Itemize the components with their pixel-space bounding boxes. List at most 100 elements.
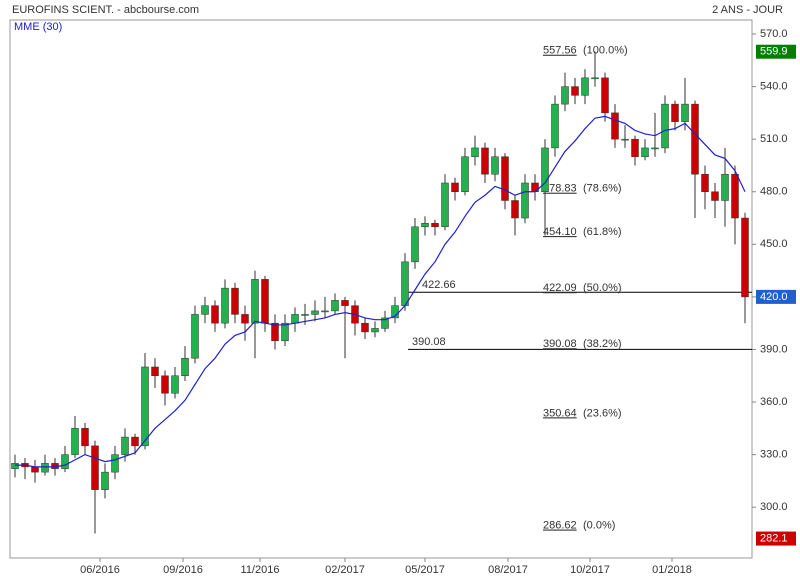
fib-percent: (100.0%) — [583, 45, 628, 57]
candle-body — [561, 86, 569, 105]
y-tick-label: 540.0 — [760, 80, 788, 92]
candle-body — [541, 147, 549, 192]
candle-body — [211, 305, 219, 324]
candle-body — [691, 103, 699, 175]
candle-body — [341, 300, 349, 306]
candle-body — [161, 375, 169, 394]
y-tick-label: 360.0 — [760, 396, 788, 408]
candle-body — [381, 317, 389, 329]
candle-body — [281, 322, 289, 341]
candle-body — [131, 436, 139, 447]
candle-body — [591, 77, 599, 80]
candle-body — [611, 112, 619, 140]
candle-body — [331, 300, 339, 312]
x-tick-label: 05/2017 — [405, 564, 445, 576]
candle-body — [81, 428, 89, 447]
candle-body — [421, 223, 429, 228]
fib-value: 390.08 — [543, 338, 577, 350]
candle-body — [271, 322, 279, 341]
candle-body — [111, 454, 119, 473]
candle-body — [321, 310, 329, 313]
fib-value: 350.64 — [543, 407, 577, 419]
x-tick-label: 06/2016 — [80, 564, 120, 576]
candle-body — [221, 287, 229, 324]
candle-body — [531, 182, 539, 192]
fib-value: 557.56 — [543, 45, 577, 57]
candle-body — [451, 182, 459, 192]
candle-body — [41, 463, 49, 473]
y-tick-label: 390.0 — [760, 343, 788, 355]
fib-percent: (50.0%) — [583, 282, 622, 294]
candle-body — [181, 357, 189, 376]
candle-body — [681, 103, 689, 122]
candle-body — [121, 436, 129, 455]
candle-body — [141, 366, 149, 447]
candle-body — [411, 226, 419, 263]
price-tag-label: 282.1 — [760, 532, 788, 544]
fib-value: 478.83 — [543, 183, 577, 195]
candle-body — [151, 366, 159, 376]
candle-body — [701, 173, 709, 192]
x-tick-label: 08/2017 — [488, 564, 528, 576]
support-label: 390.08 — [412, 336, 446, 348]
fib-value: 454.10 — [543, 226, 577, 238]
x-tick-label: 09/2016 — [163, 564, 203, 576]
candle-body — [621, 138, 629, 141]
candle-body — [471, 147, 479, 157]
candle-body — [201, 305, 209, 315]
price-tag — [756, 531, 796, 546]
fib-value: 422.09 — [543, 282, 577, 294]
candle-body — [631, 138, 639, 157]
x-tick-label: 02/2017 — [325, 564, 365, 576]
candle-body — [401, 261, 409, 306]
candle-body — [511, 200, 519, 219]
candle-body — [241, 314, 249, 324]
legend-entry: MME (30) — [14, 21, 62, 33]
candle-body — [671, 103, 679, 122]
candle-body — [261, 279, 269, 324]
fib-percent: (61.8%) — [583, 226, 622, 238]
y-tick-label: 330.0 — [760, 449, 788, 461]
fib-percent: (23.6%) — [583, 407, 622, 419]
candle-body — [301, 314, 309, 316]
price-tag — [756, 289, 796, 304]
plot-frame — [9, 19, 753, 559]
price-tag-label: 559.9 — [760, 46, 788, 58]
candle-body — [31, 466, 39, 473]
candle-body — [461, 156, 469, 192]
candle-body — [191, 314, 199, 359]
candle-body — [571, 86, 579, 96]
candle-body — [11, 463, 19, 469]
candle-body — [431, 223, 439, 228]
y-tick-label: 300.0 — [760, 501, 788, 513]
support-label: 422.66 — [422, 279, 456, 291]
candle-body — [711, 191, 719, 201]
candle-body — [61, 454, 69, 469]
ma-line — [15, 115, 746, 468]
y-tick-label: 450.0 — [760, 238, 788, 250]
candle-body — [721, 173, 729, 201]
y-tick-label: 570.0 — [760, 28, 788, 40]
x-tick-label: 01/2018 — [652, 564, 692, 576]
candle-body — [251, 279, 259, 324]
candle-body — [551, 103, 559, 149]
candle-body — [741, 217, 749, 298]
x-tick-label: 11/2016 — [241, 564, 280, 576]
candle-body — [231, 287, 239, 315]
candle-body — [171, 375, 179, 394]
candle-body — [491, 156, 499, 175]
price-tag — [756, 44, 796, 59]
candle-body — [641, 147, 649, 157]
candle-body — [521, 182, 529, 219]
candle-body — [71, 428, 79, 455]
candle-body — [371, 328, 379, 333]
fib-percent: (78.6%) — [583, 183, 622, 195]
candle-body — [101, 471, 109, 490]
y-tick-label: 480.0 — [760, 186, 788, 198]
y-tick-label: 510.0 — [760, 133, 788, 145]
fib-percent: (38.2%) — [583, 338, 622, 350]
candle-body — [731, 173, 739, 219]
candle-body — [661, 103, 669, 149]
fib-value: 286.62 — [543, 520, 577, 532]
